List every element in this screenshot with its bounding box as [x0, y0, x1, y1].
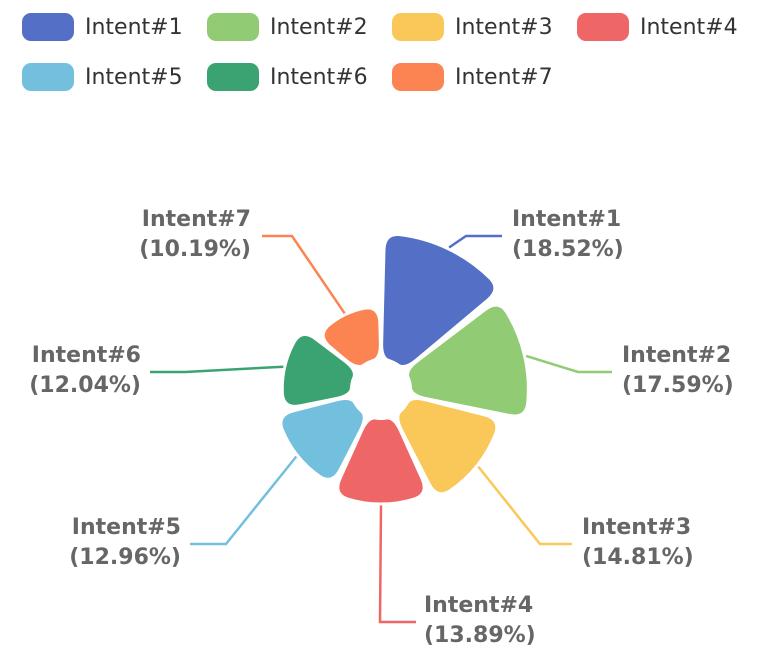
- slice-name-label-intent-1: Intent#1: [512, 207, 621, 232]
- leader-line-intent-3: [477, 465, 572, 546]
- legend-item-intent-4[interactable]: Intent#4: [577, 13, 738, 41]
- slice-percent-label-intent-1: (18.52%): [512, 237, 624, 262]
- rose-sector-intent-6[interactable]: [281, 334, 355, 407]
- legend-item-intent-7[interactable]: Intent#7: [392, 63, 553, 91]
- leader-line-intent-5: [190, 455, 298, 546]
- legend-item-intent-3[interactable]: Intent#3: [392, 13, 553, 41]
- slice-name-label-intent-4: Intent#4: [424, 593, 533, 618]
- legend-label-intent-2: Intent#2: [270, 15, 368, 40]
- rose-sector-intent-7[interactable]: [322, 307, 381, 368]
- legend-label-intent-7: Intent#7: [455, 65, 553, 90]
- rose-sector-intent-2[interactable]: [407, 304, 529, 417]
- slice-labels: Intent#1 (18.52%) Intent#2 (17.59%) Intent#3…: [29, 207, 734, 648]
- slice-percent-label-intent-5: (12.96%): [69, 545, 181, 570]
- rose-sector-intent-3[interactable]: [397, 398, 498, 495]
- leader-line-intent-6: [150, 365, 284, 374]
- legend-swatch-intent-7: [392, 63, 444, 91]
- slice-percent-label-intent-4: (13.89%): [424, 623, 536, 648]
- rose-sector-intent-4[interactable]: [337, 417, 425, 505]
- legend-item-intent-1[interactable]: Intent#1: [22, 13, 183, 41]
- legend-item-intent-6[interactable]: Intent#6: [207, 63, 368, 91]
- legend-item-intent-5[interactable]: Intent#5: [22, 63, 183, 91]
- legend-label-intent-4: Intent#4: [640, 15, 738, 40]
- rose-sectors: [280, 234, 529, 505]
- leader-line-intent-4: [378, 505, 416, 624]
- leader-line-intent-7: [262, 234, 346, 315]
- slice-name-label-intent-7: Intent#7: [142, 207, 251, 232]
- slice-percent-label-intent-7: (10.19%): [139, 237, 251, 262]
- legend-label-intent-6: Intent#6: [270, 65, 368, 90]
- legend-label-intent-3: Intent#3: [455, 15, 553, 40]
- legend: Intent#1 Intent#2 Intent#3 Intent#4 Intent#5…: [22, 13, 738, 91]
- legend-swatch-intent-6: [207, 63, 259, 91]
- legend-swatch-intent-3: [392, 13, 444, 41]
- legend-label-intent-1: Intent#1: [85, 15, 183, 40]
- rose-sector-intent-5[interactable]: [280, 398, 365, 480]
- legend-label-intent-5: Intent#5: [85, 65, 183, 90]
- legend-swatch-intent-5: [22, 63, 74, 91]
- legend-item-intent-2[interactable]: Intent#2: [207, 13, 368, 41]
- slice-name-label-intent-5: Intent#5: [72, 515, 181, 540]
- leader-line-intent-2: [525, 354, 612, 374]
- legend-swatch-intent-4: [577, 13, 629, 41]
- slice-name-label-intent-2: Intent#2: [622, 343, 731, 368]
- legend-swatch-intent-1: [22, 13, 74, 41]
- slice-name-label-intent-3: Intent#3: [582, 515, 691, 540]
- slice-percent-label-intent-3: (14.81%): [582, 545, 694, 570]
- slice-name-label-intent-6: Intent#6: [32, 343, 141, 368]
- rose-sector-intent-1[interactable]: [381, 234, 496, 368]
- leader-line-intent-1: [448, 234, 502, 249]
- legend-swatch-intent-2: [207, 13, 259, 41]
- slice-percent-label-intent-2: (17.59%): [622, 373, 734, 398]
- slice-percent-label-intent-6: (12.04%): [29, 373, 141, 398]
